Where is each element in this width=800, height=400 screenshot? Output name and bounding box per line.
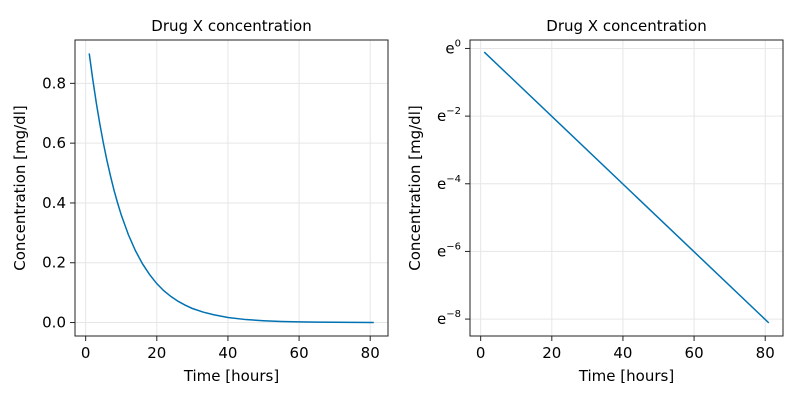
y-tick-label: 0.6	[42, 134, 66, 152]
axes-frame	[469, 39, 784, 337]
y-axis-label: Concentration [mg/dl]	[11, 105, 29, 270]
x-tick-label: 40	[218, 344, 237, 362]
y-tick-label: 0.8	[42, 74, 66, 92]
y-tick-label: e−6	[437, 241, 461, 260]
series-line-0	[88, 53, 374, 324]
y-axis-label: Concentration [mg/dl]	[406, 105, 424, 270]
plot-title: Drug X concentration	[546, 17, 706, 35]
right-plot-log: 0 20 40 60 80 e0 e−2 e−4 e−6 e−8 Drug X concentrat…	[406, 17, 784, 385]
x-tick-label: 60	[290, 344, 309, 362]
y-tick-label: 0.4	[42, 194, 66, 212]
y-tick-label: e−2	[437, 106, 461, 125]
x-tick-label: 0	[476, 344, 486, 362]
y-tick-label: e0	[445, 38, 461, 57]
y-tick-label: 0.2	[42, 254, 66, 272]
x-tick-label: 0	[81, 344, 91, 362]
left-plot-linear: 0 20 40 60 80 0.0 0.2 0.4 0.6 0.8 Drug X concentra…	[11, 17, 389, 385]
x-tick-label: 80	[361, 344, 380, 362]
x-tick-label: 80	[756, 344, 775, 362]
x-tick-label: 20	[542, 344, 561, 362]
x-axis-label: Time [hours]	[183, 367, 279, 385]
plot-title: Drug X concentration	[151, 17, 311, 35]
x-tick-label: 40	[613, 344, 632, 362]
axes-frame	[74, 39, 389, 337]
series-line-0	[483, 51, 770, 324]
x-tick-label: 20	[147, 344, 166, 362]
x-axis-label: Time [hours]	[578, 367, 674, 385]
y-tick-label: e−4	[437, 174, 461, 193]
y-tick-label: 0.0	[42, 314, 66, 332]
y-tick-label: e−8	[437, 309, 461, 328]
x-tick-label: 60	[685, 344, 704, 362]
